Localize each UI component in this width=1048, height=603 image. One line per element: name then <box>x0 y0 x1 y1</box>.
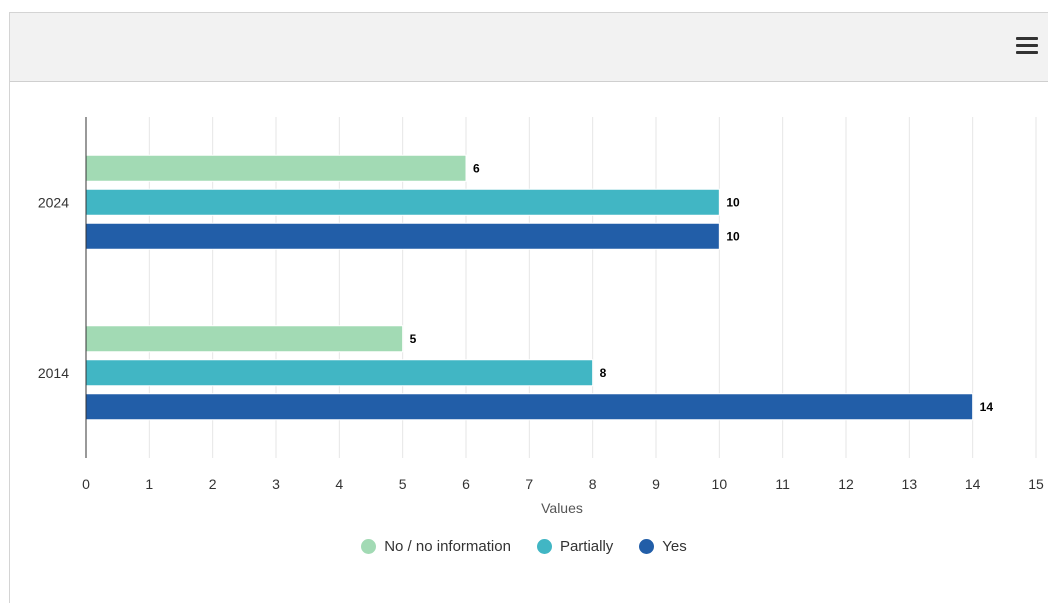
legend-marker-icon <box>361 539 377 554</box>
legend-item[interactable]: Partially <box>536 538 614 555</box>
x-tick-label: 4 <box>335 476 343 492</box>
x-tick-label: 9 <box>652 476 660 492</box>
bar <box>85 359 594 387</box>
x-tick-label: 6 <box>462 476 470 492</box>
chart-frame <box>9 12 1048 603</box>
data-labels: 6 10 10 5 8 14 <box>410 161 994 414</box>
x-tick-label: 8 <box>589 476 597 492</box>
x-tick-label: 15 <box>1028 476 1044 492</box>
legend-label: No / no information <box>384 538 511 555</box>
x-tick-label: 11 <box>775 476 790 492</box>
x-tick-label: 2 <box>209 476 217 492</box>
x-tick-label: 1 <box>145 476 153 492</box>
legend-item[interactable]: Yes <box>639 538 687 555</box>
x-tick-label: 14 <box>965 476 981 492</box>
data-label: 6 <box>473 161 480 175</box>
x-tick-label: 7 <box>525 476 533 492</box>
legend-marker-icon <box>536 539 552 554</box>
legend-marker-icon <box>639 539 655 554</box>
x-tick-label: 12 <box>838 476 854 492</box>
legend: No / no information Partially Yes <box>0 538 1048 555</box>
legend-label: Yes <box>662 538 687 555</box>
legend-item[interactable]: No / no information <box>361 538 511 555</box>
x-tick-label: 13 <box>902 476 918 492</box>
x-tick-label: 0 <box>82 476 90 492</box>
y-tick-label: 2024 <box>38 194 69 210</box>
chart-toolbar <box>10 13 1048 82</box>
bar <box>85 393 974 421</box>
x-tick-label: 10 <box>712 476 728 492</box>
hamburger-menu-icon[interactable] <box>1014 33 1040 59</box>
data-label: 10 <box>726 195 740 209</box>
bar <box>85 188 720 216</box>
legend-label: Partially <box>559 538 614 555</box>
bars <box>85 154 974 421</box>
bar <box>85 154 467 182</box>
data-label: 5 <box>410 332 417 346</box>
x-tick-label: 5 <box>399 476 407 492</box>
data-label: 8 <box>600 366 607 380</box>
y-tick-label: 2014 <box>38 365 69 381</box>
data-label: 10 <box>726 229 740 243</box>
x-axis-title: Values <box>541 500 583 516</box>
bar <box>85 325 404 353</box>
x-tick-label: 3 <box>272 476 280 492</box>
data-label: 14 <box>980 400 994 414</box>
bar <box>85 222 720 250</box>
